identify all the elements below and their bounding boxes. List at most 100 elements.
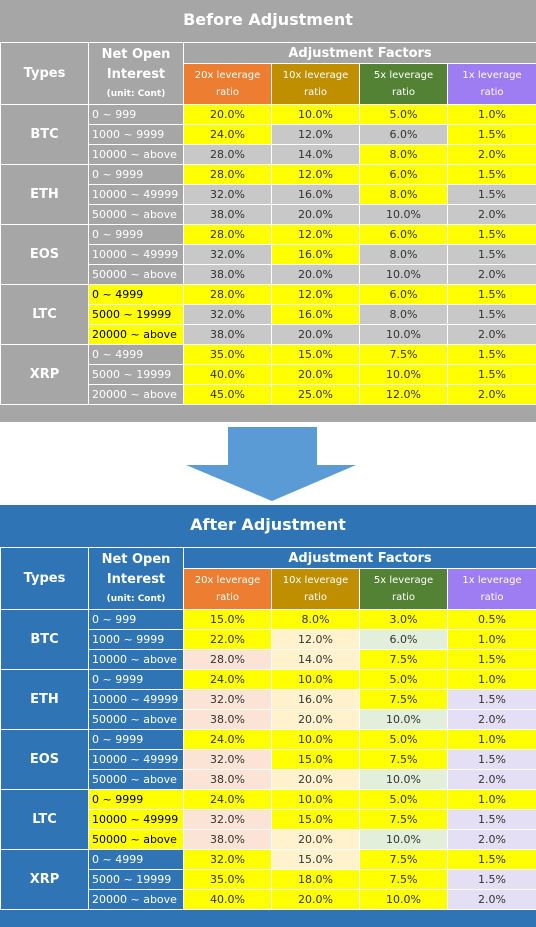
lev1-ratio-label: ratio [480,592,504,603]
type-label: BTC [0,609,89,670]
value-cell-lev10: 20.0% [271,769,360,790]
after-table: Types Net Open Interest (unit: Cont) Adjustm… [0,547,536,910]
value-cell-lev5: 7.5% [359,849,448,870]
value-cell-lev1: 2.0% [446,384,536,405]
value-cell-lev1: 1.5% [446,809,536,830]
after-title: After Adjustment [0,505,536,547]
value-cell-lev10: 12.0% [271,284,360,305]
range-cell: 50000 ~ above [88,264,184,285]
table-row: 20000 ~ above 38.0% 20.0% 10.0% 2.0% [1,324,536,345]
value-cell-lev10: 20.0% [271,264,360,285]
value-cell-lev20: 40.0% [183,364,272,385]
value-cell-lev20: 32.0% [183,689,272,710]
table-row: EOS 0 ~ 9999 24.0% 10.0% 5.0% 1.0% [0,729,536,790]
value-cell-lev10: 10.0% [271,669,360,690]
value-cell-lev10: 20.0% [271,889,360,910]
lev1-ratio-label: ratio [480,87,504,98]
table-row: 10000 ~ above 28.0% 14.0% 7.5% 1.5% [1,649,536,670]
value-cell-lev1: 2.0% [446,324,536,345]
type-label: XRP [0,849,89,910]
table-row: 50000 ~ above 38.0% 20.0% 10.0% 2.0% [1,829,536,850]
value-cell-lev20: 45.0% [183,384,272,405]
types-header: Types [0,547,89,610]
value-cell-lev1: 1.5% [446,184,536,205]
table-row: XRP 0 ~ 4999 32.0% 15.0% 7.5% 1.5% [0,849,536,910]
range-cell: 50000 ~ above [88,204,184,225]
value-cell-lev1: 1.5% [446,244,536,265]
range-cell: 10000 ~ 49999 [88,689,184,710]
value-cell-lev20: 32.0% [183,304,272,325]
net-open-line2: Interest [106,66,166,82]
range-cell: 5000 ~ 19999 [88,364,184,385]
value-cell-lev1: 1.0% [446,104,536,125]
net-open-line1: Net Open [101,46,171,62]
type-label: LTC [0,284,89,345]
value-cell-lev20: 32.0% [183,809,272,830]
value-cell-lev20: 35.0% [183,344,272,365]
lev10-header: 10x leverage ratio [271,63,360,105]
range-cell: 10000 ~ 49999 [88,184,184,205]
lev1-label: 1x leverage [462,575,522,586]
value-cell-lev5: 10.0% [359,204,448,225]
net-open-line2: Interest [106,571,166,587]
value-cell-lev10: 20.0% [271,709,360,730]
value-cell-lev1: 2.0% [446,709,536,730]
value-cell-lev5: 12.0% [359,384,448,405]
value-cell-lev1: 2.0% [446,264,536,285]
value-cell-lev10: 12.0% [271,164,360,185]
value-cell-lev20: 38.0% [183,829,272,850]
range-cell: 0 ~ 9999 [88,224,184,245]
value-cell-lev5: 5.0% [359,729,448,750]
type-label: BTC [0,104,89,165]
table-row: 10000 ~ 49999 32.0% 16.0% 8.0% 1.5% [1,184,536,205]
net-open-interest-header: Net Open Interest (unit: Cont) [88,42,184,105]
value-cell-lev1: 2.0% [446,889,536,910]
lev20-ratio-label: ratio [215,87,240,98]
value-cell-lev10: 25.0% [271,384,360,405]
value-cell-lev5: 3.0% [359,609,448,630]
value-cell-lev5: 10.0% [359,264,448,285]
value-cell-lev5: 7.5% [359,649,448,670]
value-cell-lev20: 28.0% [183,649,272,670]
value-cell-lev1: 2.0% [446,829,536,850]
net-open-unit: (unit: Cont) [106,593,166,604]
value-cell-lev10: 18.0% [271,869,360,890]
value-cell-lev10: 16.0% [271,184,360,205]
lev5-header: 5x leverage ratio [359,568,448,610]
table-row: 5000 ~ 19999 32.0% 16.0% 8.0% 1.5% [1,304,536,325]
range-cell: 0 ~ 999 [88,104,184,125]
value-cell-lev5: 5.0% [359,669,448,690]
value-cell-lev5: 6.0% [359,224,448,245]
net-open-unit: (unit: Cont) [106,88,166,99]
table-row: 20000 ~ above 40.0% 20.0% 10.0% 2.0% [1,889,536,910]
net-open-line1: Net Open [101,551,171,567]
value-cell-lev5: 6.0% [359,164,448,185]
value-cell-lev20: 28.0% [183,164,272,185]
value-cell-lev5: 8.0% [359,244,448,265]
value-cell-lev20: 35.0% [183,869,272,890]
value-cell-lev1: 1.5% [446,164,536,185]
value-cell-lev1: 1.5% [446,344,536,365]
value-cell-lev5: 5.0% [359,104,448,125]
value-cell-lev1: 1.5% [446,689,536,710]
value-cell-lev20: 28.0% [183,224,272,245]
lev10-label: 10x leverage [282,70,349,81]
range-cell: 5000 ~ 19999 [88,869,184,890]
value-cell-lev5: 6.0% [359,284,448,305]
value-cell-lev20: 38.0% [183,769,272,790]
value-cell-lev5: 7.5% [359,749,448,770]
value-cell-lev20: 24.0% [183,729,272,750]
value-cell-lev1: 1.0% [446,729,536,750]
value-cell-lev20: 24.0% [183,124,272,145]
lev5-header: 5x leverage ratio [359,63,448,105]
value-cell-lev10: 20.0% [271,364,360,385]
range-cell: 1000 ~ 9999 [88,124,184,145]
value-cell-lev10: 15.0% [271,344,360,365]
value-cell-lev5: 10.0% [359,889,448,910]
value-cell-lev5: 7.5% [359,809,448,830]
range-cell: 0 ~ 9999 [88,729,184,750]
types-header: Types [0,42,89,105]
value-cell-lev10: 10.0% [271,729,360,750]
before-table: Types Net Open Interest (unit: Cont) Adjustm… [0,42,536,405]
range-cell: 0 ~ 999 [88,609,184,630]
